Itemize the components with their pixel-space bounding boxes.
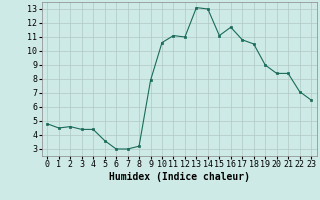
X-axis label: Humidex (Indice chaleur): Humidex (Indice chaleur): [109, 172, 250, 182]
